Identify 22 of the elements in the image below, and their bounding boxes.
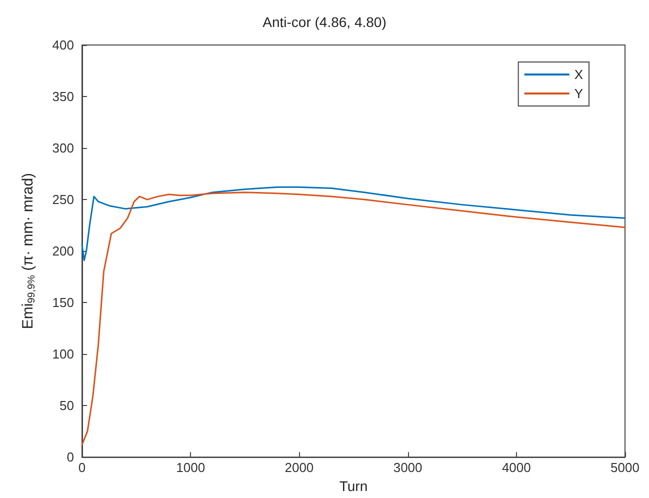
x-tick-label: 0 — [78, 460, 86, 476]
x-tick-label: 3000 — [393, 460, 422, 476]
y-tick-label: 350 — [52, 89, 74, 104]
x-tick-label: 4000 — [502, 460, 531, 476]
legend-label: X — [574, 67, 584, 82]
x-axis-title: Turn — [339, 478, 368, 494]
x-tick-label: 1000 — [176, 460, 206, 476]
line-series — [81, 192, 626, 446]
line-series — [81, 186, 626, 262]
y-tick-label: 100 — [52, 346, 74, 362]
y-tick-label: 0 — [66, 450, 74, 465]
y-tick-label: 250 — [52, 192, 74, 208]
y-tick-label: 300 — [52, 140, 74, 156]
x-tick-label: 2000 — [284, 460, 314, 476]
legend-label: Y — [574, 86, 584, 101]
x-tick-label: 5000 — [610, 460, 640, 476]
y-tick-label: 50 — [60, 398, 74, 414]
y-tick-label: 200 — [52, 244, 74, 259]
y-tick-label: 400 — [52, 38, 74, 52]
y-axis-title: Emi99,9% (π· mm· mrad) — [20, 172, 38, 330]
chart-title: Anti-cor (4.86, 4.80) — [262, 14, 386, 30]
y-tick-label: 150 — [52, 295, 74, 310]
